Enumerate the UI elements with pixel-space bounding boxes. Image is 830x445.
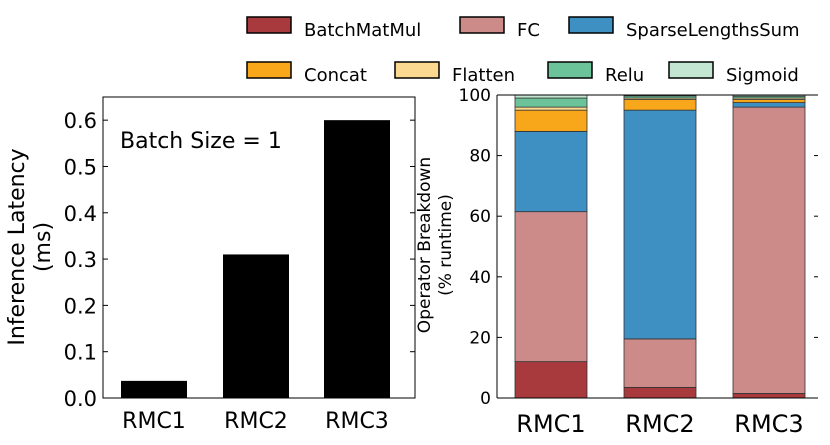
legend-label-relu: Relu — [605, 65, 644, 86]
breakdown-segment-fc-rmc3 — [732, 106, 806, 394]
breakdown-y-tick-label: 100 — [459, 86, 491, 106]
legend-swatch-relu — [547, 61, 593, 79]
breakdown-y-tick-label: 0 — [480, 389, 491, 409]
latency-y-axis-label-line: Inference Latency — [5, 148, 30, 345]
legend-label-sigmoid: Sigmoid — [726, 65, 799, 86]
breakdown-y-tick-label: 80 — [469, 147, 491, 167]
legend-label-concat: Concat — [304, 65, 367, 86]
legend-label-sparselengthssum: SparseLengthsSum — [626, 20, 800, 41]
breakdown-x-tick-label: RMC3 — [734, 410, 803, 438]
latency-x-tick-label: RMC2 — [224, 409, 288, 434]
latency-y-tick-label: 0.1 — [64, 341, 97, 365]
legend-swatch-flatten — [394, 61, 440, 79]
breakdown-segment-fc-rmc2 — [623, 338, 697, 388]
breakdown-segment-concat-rmc3 — [732, 99, 806, 103]
breakdown-segment-batchmatmul-rmc1 — [514, 361, 588, 399]
latency-bar-rmc3 — [324, 120, 390, 399]
breakdown-y-tick-label: 60 — [469, 207, 491, 227]
breakdown-segment-sparselengthssum-rmc3 — [732, 102, 806, 108]
legend-label-fc: FC — [517, 20, 540, 41]
breakdown-y-axis-label-line: (% runtime) — [436, 194, 456, 296]
latency-y-tick-label: 0.3 — [64, 248, 97, 272]
breakdown-y-axis-label: Operator Breakdown(% runtime) — [415, 157, 456, 333]
breakdown-x-tick-label: RMC2 — [625, 410, 694, 438]
latency-y-tick-label: 0.2 — [64, 294, 97, 318]
breakdown-segment-concat-rmc2 — [623, 99, 697, 111]
legend-swatch-batchmatmul — [246, 16, 292, 34]
legend-label-flatten: Flatten — [452, 65, 515, 86]
latency-y-tick-label: 0.6 — [64, 109, 97, 133]
breakdown-y-axis-label-line: Operator Breakdown — [415, 157, 435, 333]
legend-swatch-sigmoid — [668, 61, 714, 79]
breakdown-segment-sparselengthssum-rmc2 — [623, 109, 697, 340]
breakdown-segment-batchmatmul-rmc3 — [732, 393, 806, 399]
legend-swatch-concat — [246, 61, 292, 79]
legend-label-batchmatmul: BatchMatMul — [304, 20, 421, 41]
breakdown-segment-relu-rmc1 — [514, 97, 588, 108]
latency-y-tick-label: 0.5 — [64, 155, 97, 179]
breakdown-segment-flatten-rmc1 — [514, 106, 588, 111]
breakdown-segment-batchmatmul-rmc2 — [623, 386, 697, 399]
latency-x-tick-label: RMC3 — [325, 409, 389, 434]
breakdown-y-tick-label: 40 — [469, 268, 491, 288]
breakdown-segment-sparselengthssum-rmc1 — [514, 130, 588, 213]
latency-y-tick-label: 0.4 — [64, 202, 97, 226]
latency-y-axis-label-line: (ms) — [31, 222, 56, 272]
latency-bar-rmc2 — [223, 254, 289, 398]
breakdown-segment-concat-rmc1 — [514, 109, 588, 132]
latency-y-axis-label: Inference Latency(ms) — [5, 148, 56, 345]
batch-size-annotation: Batch Size = 1 — [120, 129, 282, 154]
latency-y-tick-label: 0.0 — [64, 387, 97, 411]
breakdown-y-tick-label: 20 — [469, 328, 491, 348]
latency-bar-rmc1 — [121, 380, 187, 398]
latency-plot-frame — [102, 96, 416, 399]
legend-swatch-sparselengthssum — [568, 16, 614, 34]
breakdown-segment-fc-rmc1 — [514, 211, 588, 363]
latency-x-tick-label: RMC1 — [122, 409, 186, 434]
legend-swatch-fc — [459, 16, 505, 34]
breakdown-x-tick-label: RMC1 — [516, 410, 585, 438]
